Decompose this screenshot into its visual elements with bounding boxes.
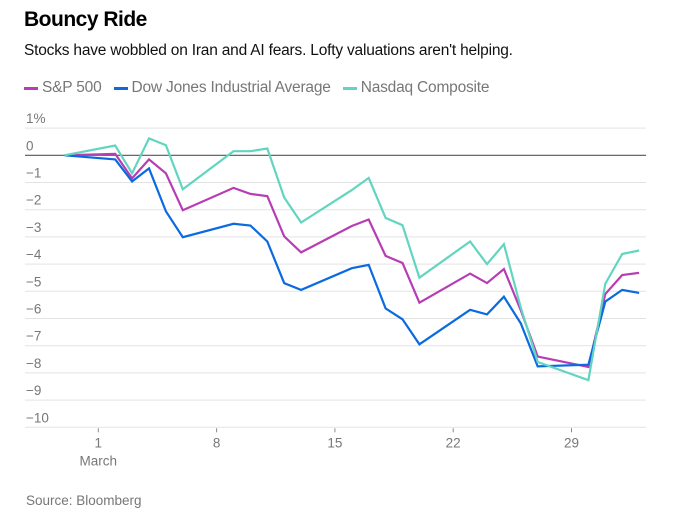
y-tick-label: −1 [26,166,41,181]
legend: S&P 500 Dow Jones Industrial Average Nas… [24,79,490,97]
y-tick-label: 1% [26,111,46,126]
legend-label-nasdaq: Nasdaq Composite [360,79,490,96]
y-tick-label: 0 [26,138,34,153]
gridlines [25,127,646,428]
source-note: Source: Bloomberg [26,493,142,508]
y-tick-label: −8 [26,356,41,371]
series-line-s-p-500 [64,152,640,369]
y-tick-label: −4 [26,247,42,262]
x-tick-label: 22 [446,435,461,450]
x-tick-label: 8 [213,435,221,450]
y-tick-label: −6 [26,302,41,317]
x-tick-label: 15 [327,435,342,450]
legend-item-nasdaq: Nasdaq Composite [342,79,490,97]
y-axis-labels: 1% 0 −1 −2 −3 −4 −5 −6 −7 −8 −9 −10 [26,111,49,425]
x-tick-label: 1 [95,435,103,450]
legend-label-dow: Dow Jones Industrial Average [131,79,331,96]
series-line-nasdaq-composite [64,136,640,382]
x-tick-label: 29 [564,435,579,450]
legend-label-sp500: S&P 500 [42,79,102,96]
y-tick-label: −7 [26,329,41,344]
series-lines [64,136,640,382]
y-tick-label: −9 [26,383,41,398]
x-axis: 1 March 8 15 22 29 [80,428,579,468]
chart-subtitle: Stocks have wobbled on Iran and AI fears… [24,42,513,59]
y-tick-label: −10 [26,410,49,425]
y-tick-label: −5 [26,274,41,289]
legend-item-dow: Dow Jones Industrial Average [113,79,331,97]
y-tick-label: −3 [26,220,41,235]
legend-swatch-sp500 [24,86,38,90]
chart-title: Bouncy Ride [24,8,147,31]
y-tick-label: −2 [26,193,41,208]
x-tick-sublabel: March [80,453,118,468]
legend-item-sp500: S&P 500 [24,79,102,97]
legend-swatch-nasdaq [342,86,357,90]
legend-swatch-dow [113,86,128,90]
series-line-dow-jones-industrial-average [64,154,640,368]
